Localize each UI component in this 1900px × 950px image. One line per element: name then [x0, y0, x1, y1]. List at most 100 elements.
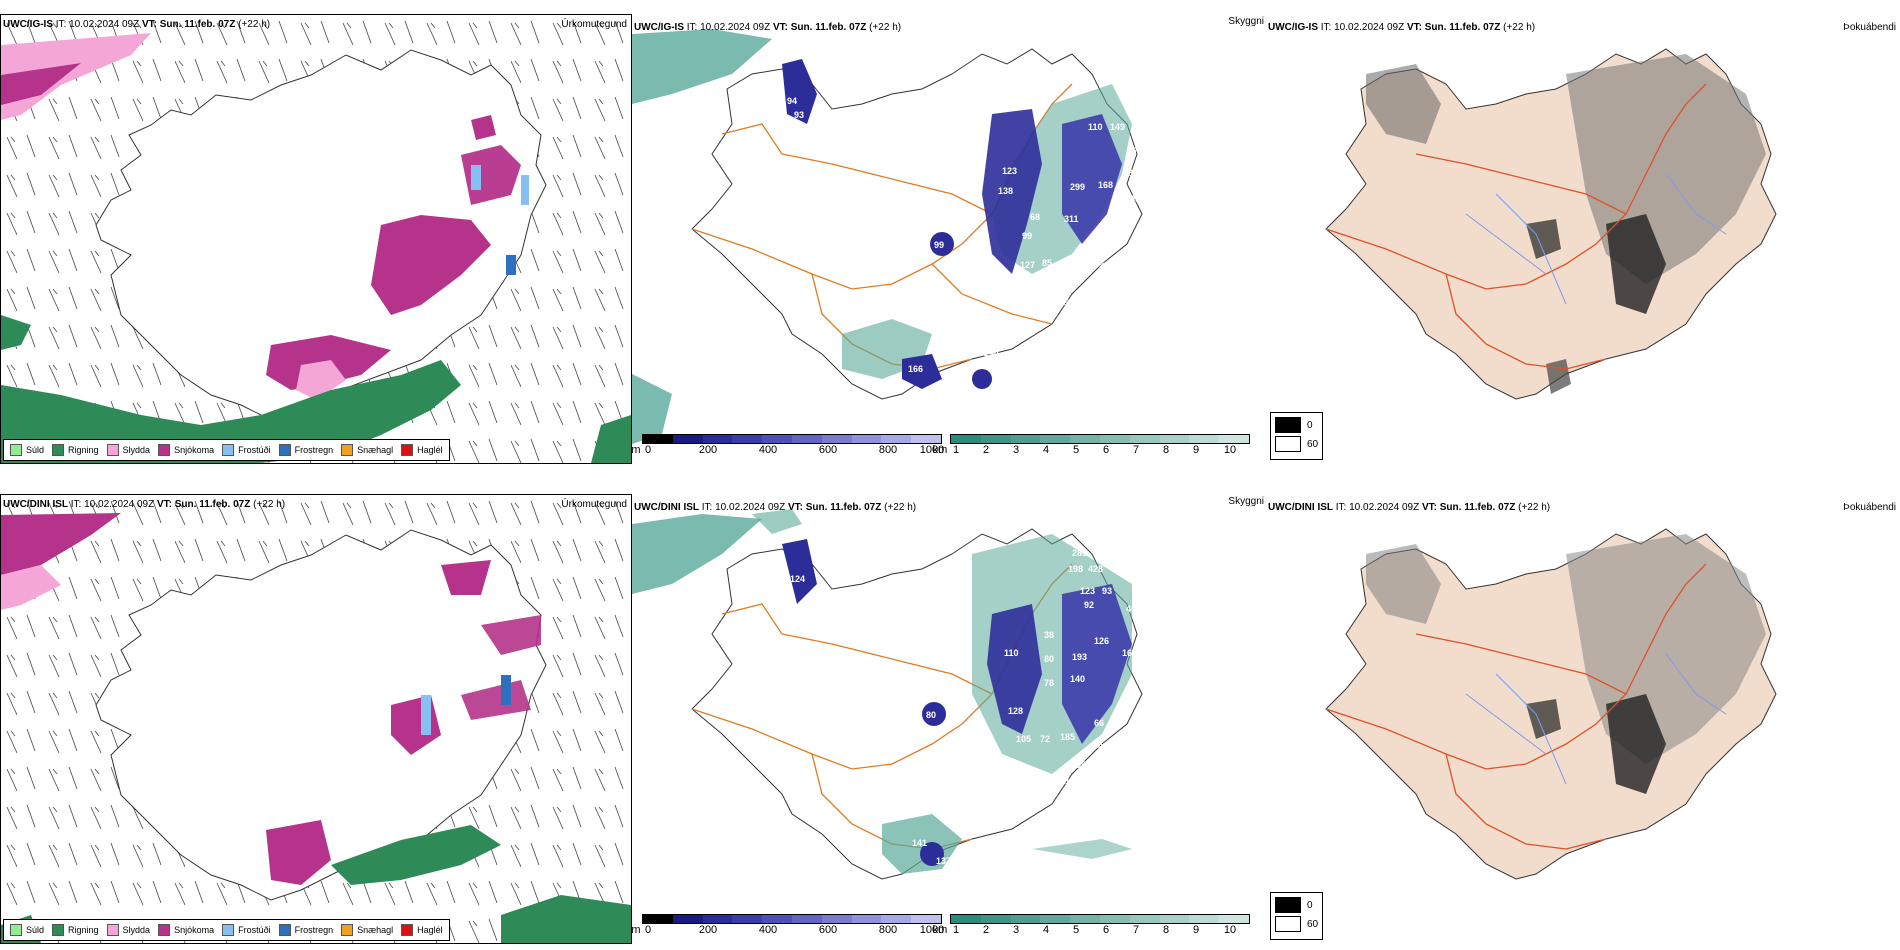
- visibility-km-colorbar: km 1 2 3 4 5 6 7 8 9 10: [933, 434, 1250, 456]
- legend-swatch: [158, 924, 171, 936]
- legend-item: Súld: [10, 924, 44, 936]
- model-name: UWC/IG-IS: [3, 19, 53, 30]
- svg-text:66: 66: [1094, 718, 1104, 728]
- model-name: UWC/IG-IS: [1268, 22, 1318, 33]
- svg-text:68: 68: [1030, 212, 1040, 222]
- lead-time: (+22 h): [253, 499, 286, 510]
- precip-type-panel-bottom: UWC/DINI ISL IT: 10.02.2024 09Z VT: Sun.…: [0, 494, 632, 944]
- svg-text:193: 193: [1072, 652, 1087, 662]
- iceland-outline: [95, 49, 547, 421]
- svg-text:71: 71: [1060, 776, 1070, 786]
- svg-text:149: 149: [1110, 122, 1125, 132]
- svg-text:99: 99: [934, 240, 944, 250]
- svg-text:71: 71: [1052, 326, 1062, 336]
- svg-text:80: 80: [1044, 654, 1054, 664]
- legend-item: Slydda: [106, 924, 150, 936]
- svg-text:99: 99: [1022, 231, 1032, 241]
- svg-text:198: 198: [1068, 564, 1083, 574]
- svg-text:128: 128: [1008, 706, 1023, 716]
- svg-text:105: 105: [1016, 734, 1031, 744]
- svg-text:49: 49: [910, 390, 920, 400]
- svg-text:334: 334: [1064, 256, 1079, 266]
- svg-text:84: 84: [1128, 168, 1138, 178]
- visibility-values: 124 148 285 198 428 123 93 92 46 110 126…: [712, 548, 1137, 866]
- visibility-map: 94 93 90 123 138 110 149 57 299 168 84 9…: [632, 29, 1143, 444]
- legend-swatch: [341, 924, 354, 936]
- svg-text:85: 85: [1042, 258, 1052, 268]
- panel-title: Úrkomutegund: [561, 499, 627, 510]
- svg-text:72: 72: [1040, 734, 1050, 744]
- legend-swatch: [401, 444, 414, 456]
- svg-text:127: 127: [1020, 260, 1035, 270]
- valid-time: Sun. 11.feb. 07Z: [1439, 502, 1516, 513]
- svg-text:285: 285: [1072, 548, 1087, 558]
- svg-text:58: 58: [1064, 298, 1074, 308]
- legend-swatch: [341, 444, 354, 456]
- precip-type-panel-top: UWC/IG-IS IT: 10.02.2024 09Z VT: Sun. 11…: [0, 14, 632, 464]
- lead-time: (+22 h): [884, 502, 917, 513]
- svg-text:38: 38: [1044, 630, 1054, 640]
- panel-header: UWC/IG-IS IT: 10.02.2024 09Z VT: Sun. 11…: [634, 22, 902, 33]
- legend-swatch: [401, 924, 414, 936]
- legend-swatch: [10, 924, 22, 936]
- legend-item: Snjókoma: [158, 444, 214, 456]
- model-name: UWC/DINI ISL: [634, 502, 699, 513]
- panel-header: UWC/DINI ISL IT: 10.02.2024 09Z VT: Sun.…: [634, 502, 917, 513]
- panel-title: Skyggni: [1228, 16, 1264, 27]
- svg-text:123: 123: [1080, 586, 1095, 596]
- legend-item: 60: [1275, 436, 1318, 452]
- legend-item: Rigning: [52, 924, 99, 936]
- svg-text:78: 78: [1044, 678, 1054, 688]
- init-time: 10.02.2024 09Z: [69, 19, 140, 30]
- legend-swatch: [158, 444, 171, 456]
- svg-text:168: 168: [1122, 648, 1137, 658]
- precip-map: [1, 495, 631, 943]
- legend-swatch: [10, 444, 22, 456]
- svg-text:110: 110: [1088, 122, 1103, 132]
- visibility-km-colorbar: km 1 2 3 4 5 6 7 8 9 10: [933, 914, 1250, 936]
- svg-text:126: 126: [1094, 636, 1109, 646]
- svg-text:67: 67: [1098, 742, 1108, 752]
- legend-item: 60: [1275, 916, 1318, 932]
- fog-panel-bottom: UWC/DINI ISL IT: 10.02.2024 09Z VT: Sun.…: [1266, 494, 1900, 946]
- panel-header: UWC/DINI ISL IT: 10.02.2024 09Z VT: Sun.…: [3, 499, 286, 510]
- legend-swatch: [1275, 436, 1301, 452]
- svg-text:94: 94: [787, 96, 797, 106]
- svg-text:140: 140: [1070, 674, 1085, 684]
- legend-swatch: [222, 924, 235, 936]
- init-time: 10.02.2024 09Z: [1334, 22, 1405, 33]
- visibility-panel-bottom: UWC/DINI ISL IT: 10.02.2024 09Z VT: Sun.…: [632, 494, 1264, 946]
- svg-text:79: 79: [1094, 260, 1104, 270]
- precip-legend: Súld Rigning Slydda Snjókoma Frostúði Fr…: [3, 919, 450, 941]
- valid-time: Sun. 11.feb. 07Z: [174, 499, 251, 510]
- colorbar-swatches: [950, 914, 1250, 924]
- visibility-map: 124 148 285 198 428 123 93 92 46 110 126…: [632, 509, 1143, 880]
- svg-text:148: 148: [712, 596, 727, 606]
- visibility-m-colorbar: m 0 200 400 600 800 1000: [632, 434, 944, 456]
- precip-map: [1, 15, 631, 463]
- svg-text:110: 110: [974, 394, 989, 404]
- svg-text:185: 185: [1060, 732, 1075, 742]
- fog-legend: 0 60: [1270, 412, 1324, 460]
- svg-text:40: 40: [1042, 812, 1052, 822]
- legend-swatch: [1275, 417, 1301, 433]
- colorbar-ticks: m 0 200 400 600 800 1000: [632, 924, 945, 936]
- model-name: UWC/DINI ISL: [1268, 502, 1333, 513]
- svg-text:299: 299: [1070, 182, 1085, 192]
- visibility-m-colorbar: m 0 200 400 600 800 1000: [632, 914, 945, 936]
- svg-text:141: 141: [912, 838, 927, 848]
- svg-text:311: 311: [1064, 214, 1079, 224]
- legend-swatch: [52, 444, 65, 456]
- svg-text:138: 138: [998, 186, 1013, 196]
- panel-title: Þokuábendi: [1843, 22, 1896, 33]
- svg-text:93: 93: [794, 110, 804, 120]
- svg-text:46: 46: [1126, 604, 1136, 614]
- legend-swatch: [106, 444, 119, 456]
- visibility-panel-top: UWC/IG-IS IT: 10.02.2024 09Z VT: Sun. 11…: [632, 14, 1264, 464]
- panel-header: UWC/IG-IS IT: 10.02.2024 09Z VT: Sun. 11…: [3, 19, 271, 30]
- colorbar-swatches: [642, 434, 942, 444]
- legend-item: Súld: [10, 444, 44, 456]
- init-time: 10.02.2024 09Z: [84, 499, 155, 510]
- svg-text:123: 123: [1002, 166, 1017, 176]
- legend-swatch: [1275, 897, 1301, 913]
